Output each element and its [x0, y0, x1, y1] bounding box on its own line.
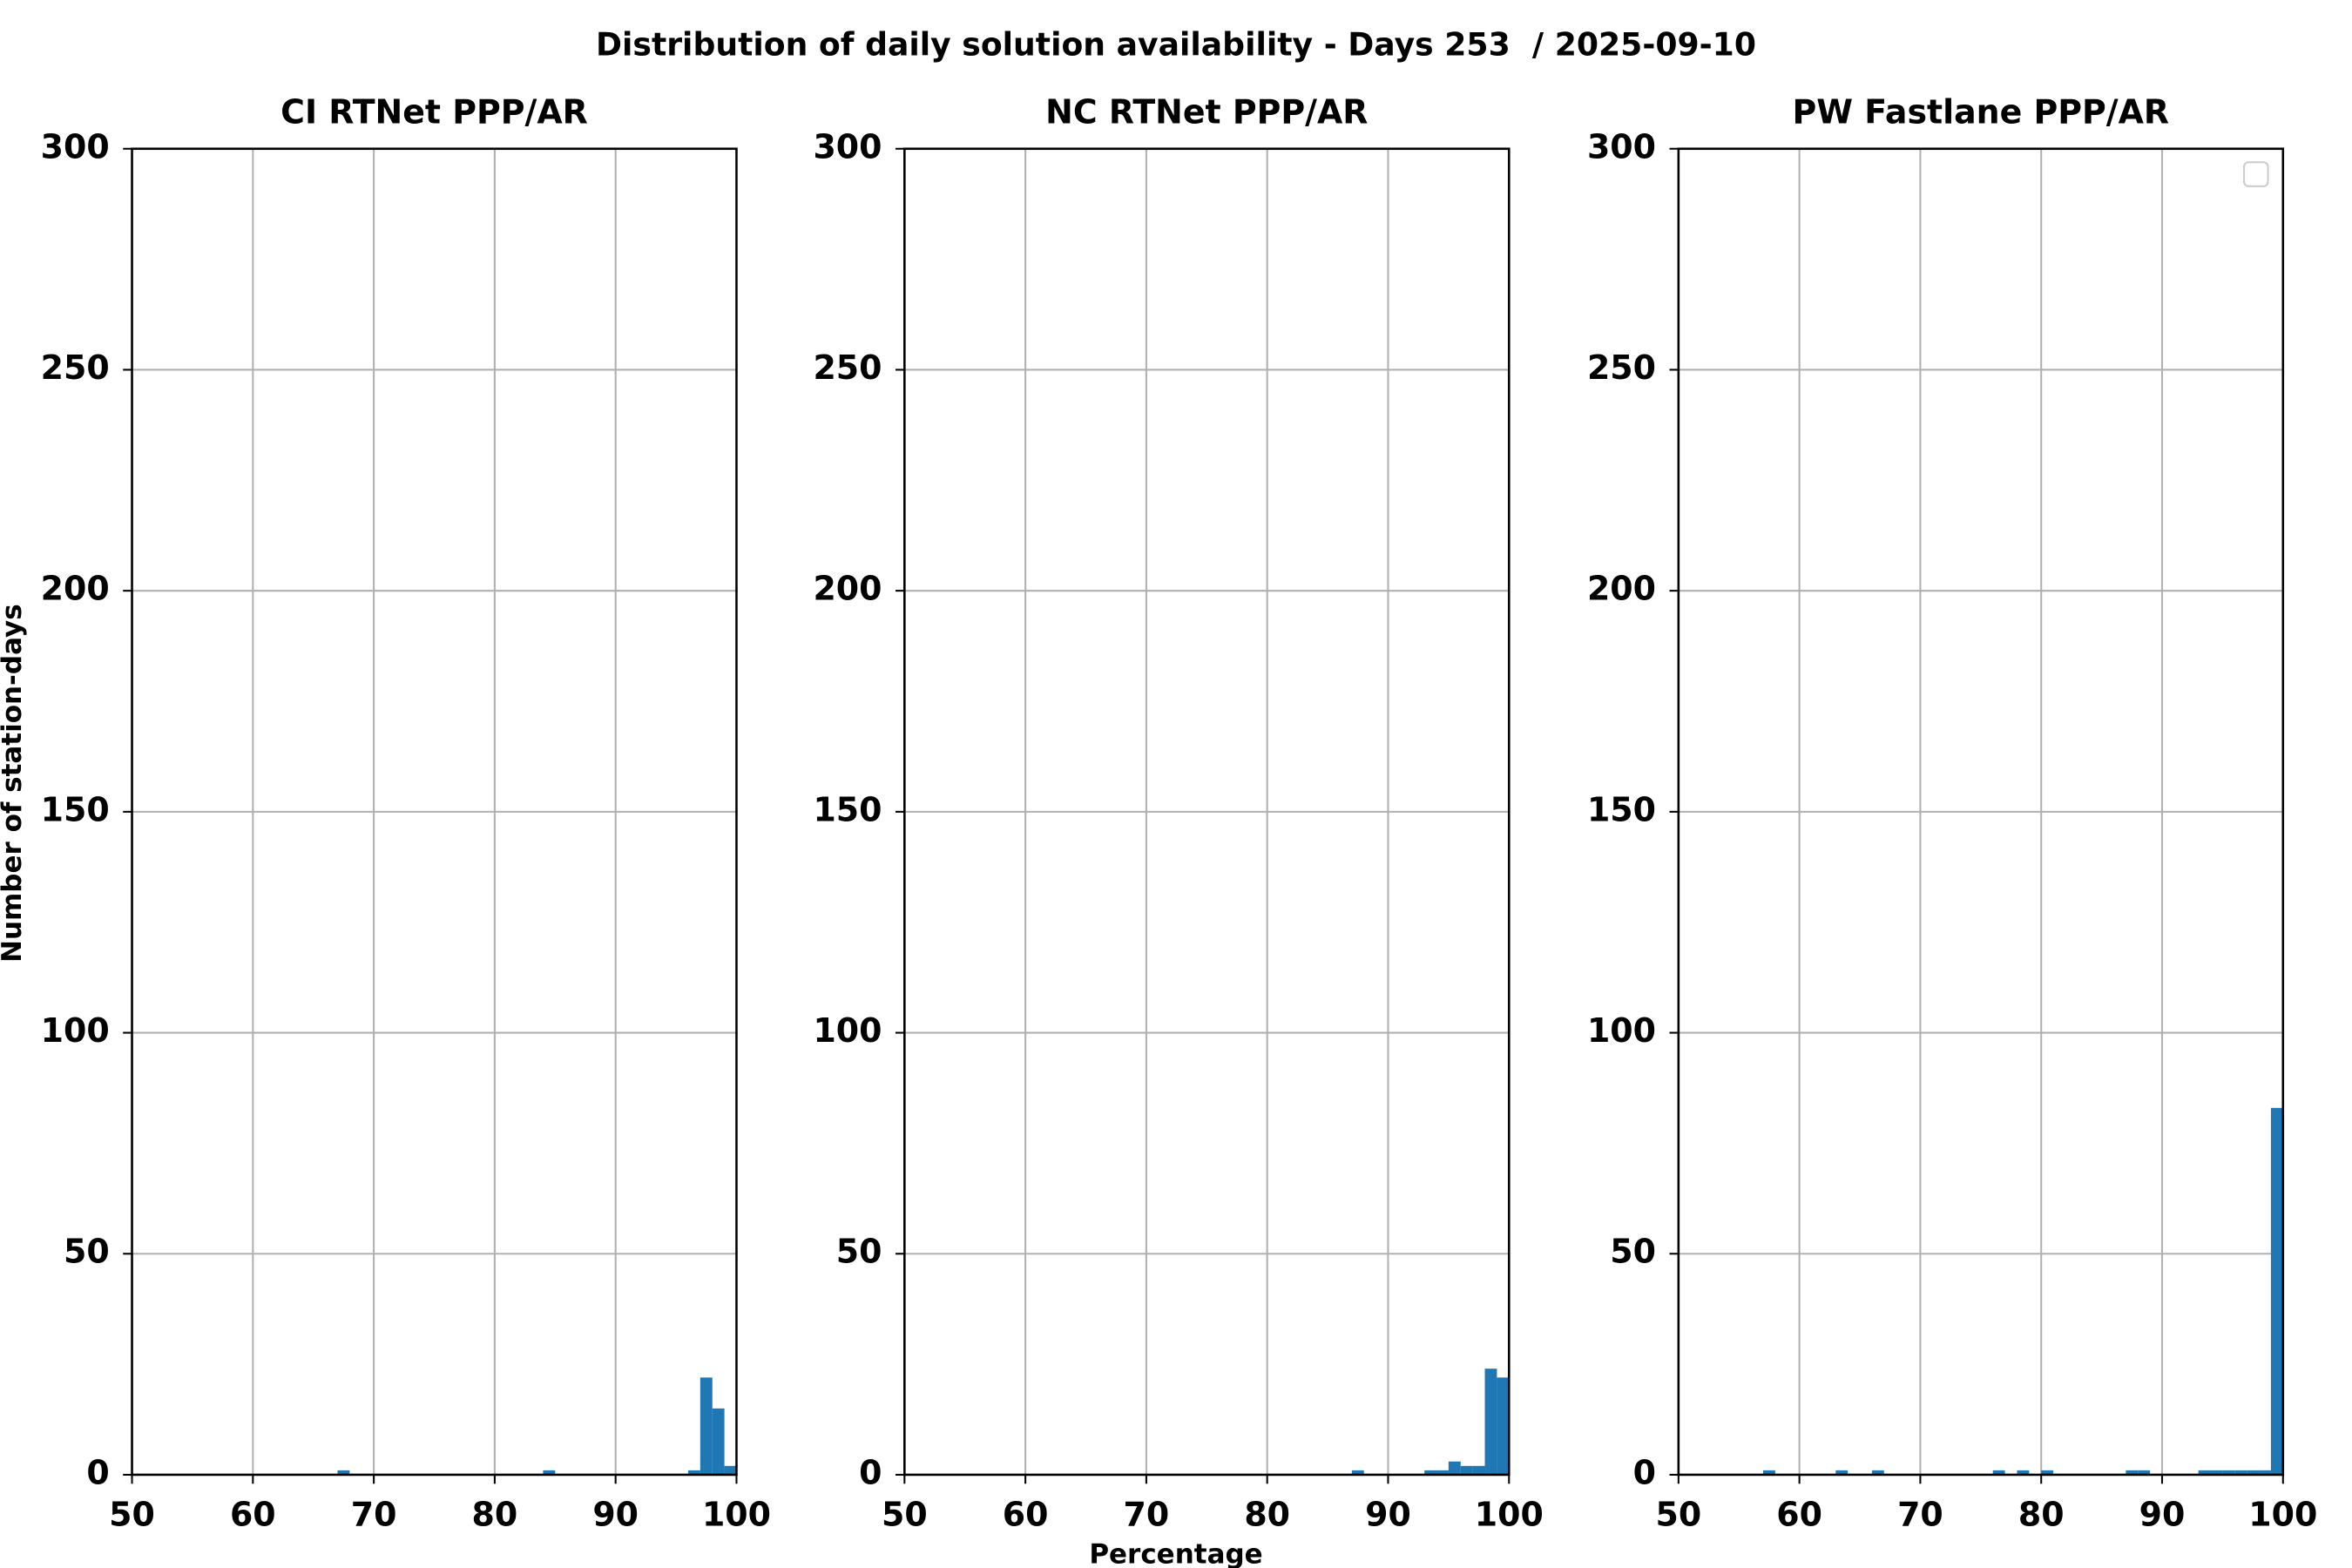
bar — [712, 1408, 725, 1475]
bar — [2270, 1107, 2283, 1475]
axes-frame — [1677, 147, 2285, 1477]
axes-frame — [131, 147, 738, 1477]
bar — [2259, 1470, 2271, 1475]
bar — [2198, 1470, 2211, 1475]
bar — [1835, 1470, 1848, 1475]
x-tick-label: 60 — [1776, 1496, 1822, 1534]
bar — [1497, 1377, 1510, 1475]
x-tick-label: 80 — [2018, 1496, 2065, 1534]
x-tick-label: 80 — [472, 1496, 518, 1534]
y-tick-label: 300 — [1587, 127, 1656, 166]
bar — [1472, 1465, 1485, 1475]
y-tick-label: 200 — [813, 570, 882, 608]
y-tick-label: 150 — [41, 790, 110, 828]
y-tick-label: 50 — [64, 1233, 110, 1271]
bar — [687, 1470, 700, 1475]
bar — [1460, 1465, 1473, 1475]
x-tick-label: 90 — [592, 1496, 639, 1534]
x-tick-label: 60 — [1003, 1496, 1049, 1534]
x-tick-label: 100 — [702, 1496, 771, 1534]
y-tick-label: 200 — [1587, 570, 1656, 608]
bar — [337, 1470, 350, 1475]
y-tick-label: 50 — [1610, 1233, 1656, 1271]
y-tick-label: 0 — [86, 1453, 109, 1491]
y-tick-label: 100 — [813, 1011, 882, 1050]
x-tick-label: 100 — [1475, 1496, 1544, 1534]
bar — [1436, 1470, 1449, 1475]
x-tick-label: 60 — [230, 1496, 276, 1534]
x-tick-label: 50 — [109, 1496, 155, 1534]
x-tick-label: 90 — [1365, 1496, 1411, 1534]
bar — [1871, 1470, 1884, 1475]
y-tick-label: 250 — [41, 348, 110, 387]
bar — [2126, 1470, 2139, 1475]
bar — [2222, 1470, 2235, 1475]
x-tick-label: 90 — [2139, 1496, 2186, 1534]
subplot-title: CI RTNet PPP/AR — [280, 93, 588, 132]
y-tick-label: 250 — [813, 348, 882, 387]
y-tick-label: 300 — [41, 127, 110, 166]
y-tick-label: 50 — [836, 1233, 882, 1271]
bar — [543, 1470, 556, 1475]
y-tick-label: 200 — [41, 570, 110, 608]
y-tick-label: 0 — [1633, 1453, 1656, 1491]
bar — [1992, 1470, 2005, 1475]
x-tick-label: 80 — [1244, 1496, 1290, 1534]
x-tick-label: 70 — [1897, 1496, 1943, 1534]
bar — [1448, 1461, 1461, 1475]
x-tick-label: 50 — [882, 1496, 928, 1534]
y-tick-label: 100 — [41, 1011, 110, 1050]
y-tick-label: 250 — [1587, 348, 1656, 387]
subplot-title: PW Fastlane PPP/AR — [1793, 93, 2170, 132]
bar — [1763, 1470, 1775, 1475]
x-tick-label: 70 — [1124, 1496, 1170, 1534]
bar — [2210, 1470, 2223, 1475]
y-tick-label: 300 — [813, 127, 882, 166]
bar — [2138, 1470, 2151, 1475]
bar — [1424, 1470, 1436, 1475]
x-tick-label: 70 — [351, 1496, 397, 1534]
y-tick-label: 150 — [813, 790, 882, 828]
x-axis-label: Percentage — [1089, 1538, 1262, 1568]
y-tick-label: 100 — [1587, 1011, 1656, 1050]
y-tick-label: 150 — [1587, 790, 1656, 828]
bar — [724, 1465, 737, 1475]
y-axis-label: Number of station-days — [0, 604, 28, 963]
bar — [2247, 1470, 2260, 1475]
legend-box — [2242, 161, 2269, 187]
bar — [700, 1377, 713, 1475]
x-tick-label: 50 — [1655, 1496, 1701, 1534]
bar — [1484, 1369, 1497, 1475]
subplot-title: NC RTNet PPP/AR — [1045, 93, 1368, 132]
figure-title: Distribution of daily solution availabil… — [596, 26, 1756, 64]
x-tick-label: 100 — [2248, 1496, 2317, 1534]
bar — [2017, 1470, 2030, 1475]
axes-frame — [903, 147, 1511, 1477]
bar — [1351, 1470, 1364, 1475]
bar — [2041, 1470, 2054, 1475]
bar — [2234, 1470, 2247, 1475]
y-tick-label: 0 — [859, 1453, 882, 1491]
